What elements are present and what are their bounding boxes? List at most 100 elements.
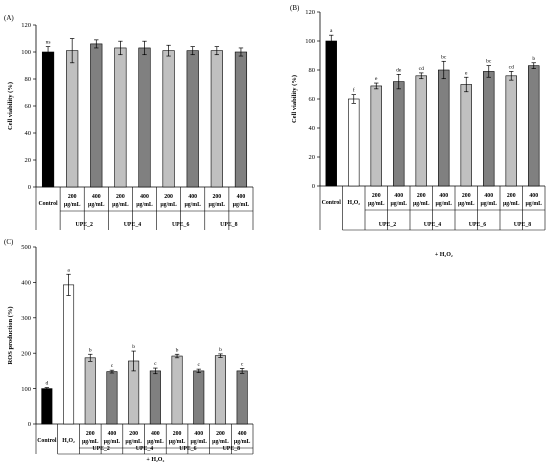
- significance-label: cd: [509, 64, 514, 70]
- x-category-label-unit: µg/mL: [212, 439, 229, 445]
- bar: [210, 50, 223, 188]
- y-tick-label: 40: [309, 125, 316, 132]
- x-category-label-value: 200: [173, 431, 182, 437]
- y-tick-label: 0: [28, 421, 31, 428]
- x-category-label: Control: [37, 438, 57, 444]
- chart-panel-b: (B) Cell viability (%) 0 20 40 60 80 100 120 a f e d…: [290, 4, 546, 258]
- x-category-label-unit: µg/mL: [88, 202, 105, 208]
- y-axis-title: Cell viability (%): [291, 75, 298, 123]
- bar: [505, 75, 517, 187]
- bar: [162, 50, 175, 188]
- panel-label: (B): [290, 4, 300, 12]
- x-category-label-unit: µg/mL: [234, 439, 251, 445]
- x-category-label-value: 200: [164, 194, 173, 200]
- bar: [41, 388, 53, 425]
- x-category-label-value: 400: [394, 193, 403, 199]
- bar: [193, 370, 205, 425]
- y-tick-label: 60: [25, 103, 32, 110]
- bar: [325, 40, 337, 187]
- x-category-label-value: 400: [140, 194, 149, 200]
- y-tick-label: 200: [21, 350, 31, 357]
- x-category-label-value: 400: [237, 194, 246, 200]
- bar: [483, 71, 495, 187]
- x-category-label-value: 200: [212, 194, 221, 200]
- significance-label: c: [241, 361, 244, 367]
- y-tick-label: 120: [21, 22, 31, 29]
- y-tick-label: 0: [28, 184, 31, 191]
- y-axis-title: ROS production (%): [7, 306, 14, 364]
- x-category-label-unit: µg/mL: [480, 201, 497, 207]
- y-tick-label: 120: [305, 9, 315, 16]
- x-category-label-unit: µg/mL: [413, 201, 430, 207]
- bar: [234, 51, 248, 188]
- x-category-label-unit: µg/mL: [160, 202, 177, 208]
- y-tick-label: 100: [305, 38, 315, 45]
- significance-label: d: [45, 381, 48, 387]
- significance-label: c: [198, 362, 201, 368]
- x-category-label-value: 200: [216, 431, 225, 437]
- bar: [370, 85, 382, 187]
- significance-label: b: [89, 347, 92, 353]
- x-category-label-unit: µg/mL: [190, 439, 207, 445]
- x-category-label-unit: µg/mL: [435, 201, 452, 207]
- x-group-label: UPE_2: [379, 222, 396, 228]
- x-category-label: H₂O₂: [348, 200, 361, 206]
- x-category-label-value: 400: [238, 431, 247, 437]
- y-tick-label: 500: [21, 244, 31, 251]
- bar: [63, 284, 75, 425]
- x-category-label-unit: µg/mL: [458, 201, 475, 207]
- x-category-label-unit: µg/mL: [184, 202, 201, 208]
- bar: [236, 370, 248, 425]
- x-category-label-value: 200: [507, 193, 516, 199]
- y-tick-label: 80: [25, 76, 32, 83]
- x-category-label-unit: µg/mL: [112, 202, 129, 208]
- x-category-label-value: 200: [86, 431, 95, 437]
- x-category-label: Control: [322, 200, 342, 206]
- bar: [415, 75, 427, 187]
- bar: [348, 98, 360, 187]
- x-category-label-value: 200: [129, 431, 138, 437]
- x-category-label-value: 400: [151, 431, 160, 437]
- x-group-label: UPE_4: [124, 222, 141, 228]
- y-tick-label: 100: [21, 49, 31, 56]
- x-group-label: UPE_4: [136, 446, 153, 452]
- bar: [114, 47, 127, 188]
- significance-label: b: [532, 56, 535, 62]
- x-group-label: UPE_8: [220, 222, 237, 228]
- y-tick-label: 20: [25, 157, 32, 164]
- y-tick-label: 100: [21, 386, 31, 393]
- x-category-label-value: 200: [462, 193, 471, 199]
- bar: [66, 50, 79, 188]
- significance-label: a: [330, 28, 333, 34]
- x-category-label-value: 400: [194, 431, 203, 437]
- x-category-label: H₂O₂: [62, 438, 75, 444]
- x-category-label-value: 400: [529, 193, 538, 199]
- significance-label: e: [375, 76, 378, 82]
- significance-label: ns: [46, 40, 51, 46]
- y-tick-label: 300: [21, 315, 31, 322]
- x-group-label: UPE_6: [172, 222, 189, 228]
- significance-label: f: [353, 87, 355, 94]
- y-tick-label: 0: [312, 183, 315, 190]
- x-category-label-unit: µg/mL: [390, 201, 407, 207]
- bar: [214, 355, 226, 425]
- x-category-label-unit: µg/mL: [136, 202, 153, 208]
- bar: [460, 84, 472, 187]
- bar: [171, 355, 183, 425]
- x-category-label-value: 200: [116, 194, 125, 200]
- panel-label: (C): [4, 238, 14, 246]
- x-category-label-unit: µg/mL: [125, 439, 142, 445]
- x-category-label-value: 400: [439, 193, 448, 199]
- x-category-label-unit: µg/mL: [503, 201, 520, 207]
- x-group-label: UPE_2: [92, 446, 109, 452]
- x-category-label-value: 200: [417, 193, 426, 199]
- y-tick-label: 20: [309, 154, 316, 161]
- bar: [438, 69, 450, 187]
- x-category-label-value: 200: [68, 194, 77, 200]
- significance-label: b: [132, 344, 135, 350]
- x-category-label-value: 200: [372, 193, 381, 199]
- y-axis-title: Cell viability (%): [7, 82, 14, 130]
- significance-label: e: [465, 70, 468, 76]
- bar: [84, 357, 96, 425]
- significance-label: a: [67, 267, 70, 273]
